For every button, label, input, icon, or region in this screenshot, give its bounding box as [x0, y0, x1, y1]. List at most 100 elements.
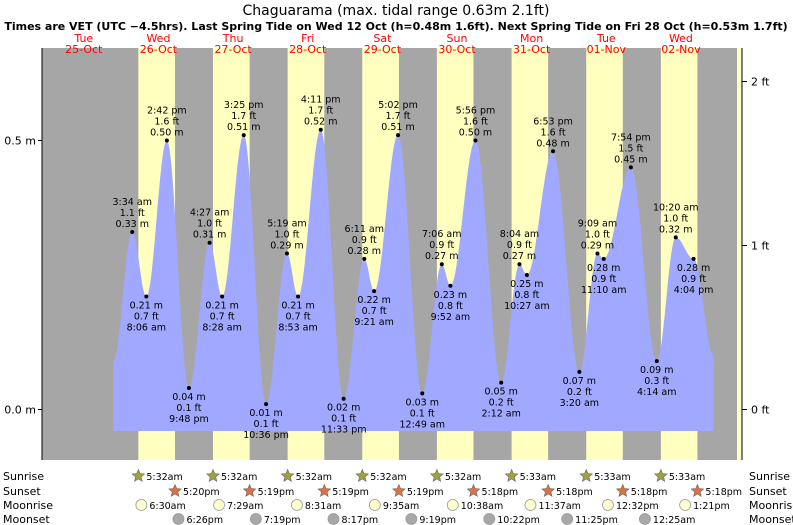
tide-feet-label: 1.6 ft: [154, 117, 179, 128]
sunrise-icon: [355, 468, 370, 482]
tide-metres-label: 0.51 m: [227, 122, 260, 133]
tide-metres-label: 0.28 m: [348, 246, 381, 257]
sunrise-row-label-right: Sunrise: [749, 470, 790, 483]
tide-time-label: 11:33 pm: [321, 425, 367, 436]
tide-metres-label: 0.22 m: [357, 295, 390, 306]
tide-feet-label: 0.7 ft: [134, 312, 159, 323]
tide-point: [396, 133, 401, 138]
tide-point: [207, 240, 212, 245]
sunset-time: 5:18pm: [705, 487, 742, 498]
tide-metres-label: 0.33 m: [116, 219, 149, 230]
moonrise-row-label-left: Moonrise: [3, 499, 53, 512]
moonrise-time: 7:29am: [227, 501, 263, 512]
tide-time-label: 11:10 am: [581, 285, 626, 296]
tide-metres-label: 0.21 m: [205, 301, 238, 312]
tide-feet-label: 0.2 ft: [567, 387, 592, 398]
day-label-dow: Wed: [146, 32, 170, 45]
tide-time-label: 7:06 am: [422, 229, 461, 240]
day-label-date: 26-Oct: [140, 43, 178, 56]
sunrise-time: 5:32am: [370, 472, 406, 483]
tide-metres-label: 0.45 m: [614, 154, 647, 165]
moonset-time: 9:19pm: [419, 515, 456, 525]
tide-metres-label: 0.23 m: [434, 290, 467, 301]
sunset-icon: [466, 483, 481, 497]
day-label-date: 02-Nov: [661, 43, 701, 56]
moonset-time: 12:25am: [653, 515, 695, 525]
sunrise-time: 5:33am: [594, 472, 630, 483]
tide-point: [362, 256, 367, 261]
moonset-time: 7:19pm: [264, 515, 301, 525]
tide-annotations: 3:34 am1.1 ft0.33 m0.21 m0.7 ft8:06 am2:…: [113, 95, 714, 441]
tide-time-label: 4:27 am: [190, 208, 229, 219]
tide-point: [164, 138, 169, 143]
day-label-date: 31-Oct: [513, 43, 551, 56]
moonset-time: 8:17pm: [341, 515, 378, 525]
day-label-dow: Sat: [373, 32, 392, 45]
sunrise-icon: [653, 468, 668, 482]
right-tick-label: 1 ft: [751, 240, 770, 253]
moonset-time: 10:22pm: [497, 515, 540, 525]
sunset-icon: [541, 483, 556, 497]
day-label-dow: Tue: [596, 32, 616, 45]
sunset-row-label-right: Sunset: [749, 485, 787, 498]
tide-metres-label: 0.04 m: [172, 392, 205, 403]
tide-point: [186, 385, 191, 390]
sunset-time: 5:19pm: [332, 487, 369, 498]
day-label-dow: Wed: [669, 32, 693, 45]
day-label-dow: Fri: [301, 32, 314, 45]
tide-point: [341, 396, 346, 401]
tide-curve: [113, 129, 714, 431]
moonrise-time: 9:35am: [383, 501, 419, 512]
moonset-icon: [639, 513, 651, 525]
day-labels: Tue25-OctWed26-OctThu27-OctFri28-OctSat2…: [65, 32, 701, 56]
day-label-date: 29-Oct: [364, 43, 402, 56]
tide-metres-label: 0.48 m: [536, 138, 569, 149]
tide-point: [318, 127, 323, 132]
moonrise-icon: [213, 499, 225, 511]
tide-feet-label: 1.0 ft: [274, 229, 299, 240]
tide-time-label: 3:25 pm: [224, 100, 264, 111]
day-label-date: 25-Oct: [65, 43, 103, 56]
tide-metres-label: 0.51 m: [381, 122, 414, 133]
tide-feet-label: 0.2 ft: [489, 398, 514, 409]
tide-feet-label: 1.7 ft: [386, 111, 411, 122]
tide-metres-label: 0.29 m: [581, 240, 614, 251]
tide-feet-label: 0.1 ft: [176, 403, 201, 414]
tide-time-label: 6:11 am: [345, 224, 384, 235]
tide-time-label: 4:14 am: [637, 387, 676, 398]
tide-metres-label: 0.03 m: [406, 397, 439, 408]
tide-metres-label: 0.07 m: [563, 376, 596, 387]
sunrise-icon: [206, 468, 220, 482]
tide-metres-label: 0.01 m: [249, 408, 282, 419]
day-label-date: 30-Oct: [438, 43, 476, 56]
moonset-icon: [172, 513, 185, 525]
sunrise-time: 5:32am: [445, 472, 481, 483]
tide-point: [524, 273, 529, 277]
tide-point: [654, 359, 659, 364]
tide-point: [448, 283, 453, 288]
tide-metres-label: 0.52 m: [304, 117, 337, 128]
tide-feet-label: 1.7 ft: [231, 111, 256, 122]
sunrise-time: 5:32am: [296, 472, 332, 483]
tide-feet-label: 0.9 ft: [429, 240, 454, 251]
tide-metres-label: 0.31 m: [193, 230, 226, 241]
day-label-date: 28-Oct: [289, 43, 327, 56]
tide-feet-label: 0.8 ft: [438, 301, 463, 312]
daylight-band: [737, 48, 742, 460]
moonrise-icon: [679, 499, 692, 511]
tide-time-label: 10:20 am: [653, 202, 698, 213]
tide-point: [517, 262, 522, 267]
moonset-icon: [405, 513, 418, 525]
moonset-icon: [327, 513, 340, 525]
sunrise-icon: [579, 468, 594, 482]
axes: 0.0 m 0.5 m 0 ft 1 ft 2 ft: [4, 48, 770, 460]
tide-time-label: 5:02 pm: [378, 100, 418, 111]
sunrise-icon: [504, 468, 519, 482]
tide-metres-label: 0.27 m: [503, 251, 536, 262]
tide-time-label: 10:27 am: [504, 301, 549, 312]
tide-point: [601, 256, 606, 261]
sunrise-time: 5:32am: [146, 472, 182, 483]
tide-point: [241, 133, 246, 138]
tide-feet-label: 0.9 ft: [507, 240, 532, 251]
tide-point: [577, 369, 582, 374]
